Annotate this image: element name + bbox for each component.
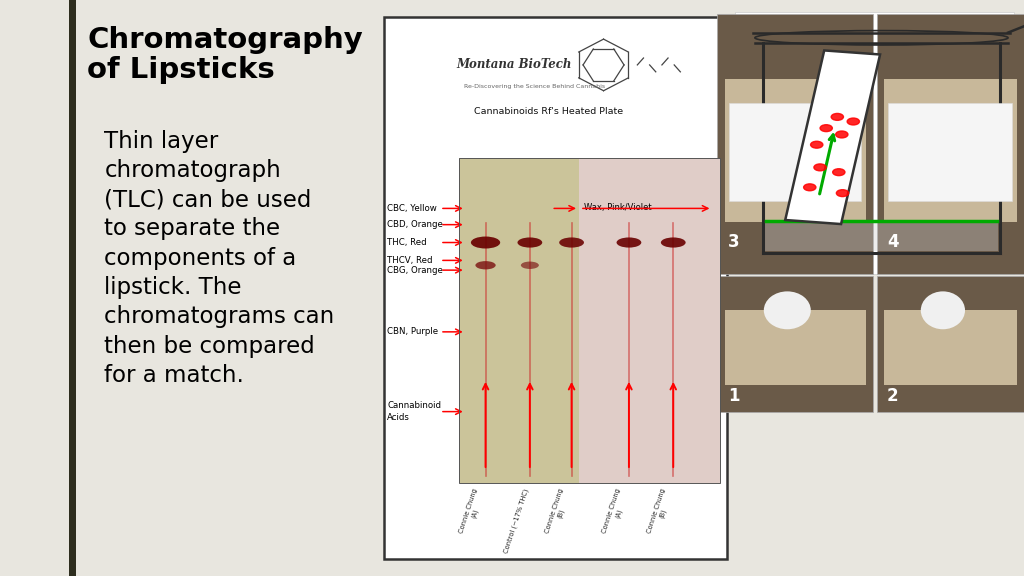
Text: Connie Chung
(A): Connie Chung (A) xyxy=(602,487,629,536)
Bar xyxy=(717,276,873,412)
Bar xyxy=(384,17,727,559)
Bar xyxy=(884,310,1017,385)
Circle shape xyxy=(831,113,844,120)
Circle shape xyxy=(814,164,826,171)
Bar xyxy=(725,310,865,385)
Text: Connie Chung
(A): Connie Chung (A) xyxy=(458,487,485,536)
Circle shape xyxy=(833,169,845,176)
Bar xyxy=(729,103,861,201)
Text: CBC, Yellow: CBC, Yellow xyxy=(387,204,437,213)
Circle shape xyxy=(847,118,859,125)
Ellipse shape xyxy=(521,262,539,269)
Text: THC, Red: THC, Red xyxy=(387,238,427,247)
Text: Re-Discovering the Science Behind Cannabis: Re-Discovering the Science Behind Cannab… xyxy=(464,84,605,89)
Polygon shape xyxy=(785,51,880,224)
Circle shape xyxy=(837,190,849,196)
Text: 3: 3 xyxy=(728,233,739,252)
Bar xyxy=(735,12,1014,274)
Bar xyxy=(877,276,1024,412)
Text: Cannabinoids Rf's Heated Plate: Cannabinoids Rf's Heated Plate xyxy=(474,107,624,116)
Circle shape xyxy=(811,141,823,148)
Bar xyxy=(69,0,76,576)
Bar xyxy=(725,79,865,222)
Bar xyxy=(884,79,1017,222)
Text: Connie Chung
(B): Connie Chung (B) xyxy=(646,487,673,536)
Circle shape xyxy=(804,184,816,191)
Text: CBN, Purple: CBN, Purple xyxy=(387,327,438,336)
Text: Acids: Acids xyxy=(387,414,410,422)
Bar xyxy=(460,158,580,483)
Ellipse shape xyxy=(517,237,543,248)
Bar xyxy=(889,103,1012,201)
Text: 1: 1 xyxy=(728,386,739,404)
Bar xyxy=(765,222,997,252)
Text: Wax, Pink/Violet: Wax, Pink/Violet xyxy=(584,203,651,212)
Text: Connie Chung
(B): Connie Chung (B) xyxy=(544,487,571,536)
Text: 2: 2 xyxy=(887,386,898,404)
Bar xyxy=(717,14,873,274)
Text: Chromatography
of Lipsticks: Chromatography of Lipsticks xyxy=(87,26,362,84)
Text: Montana BioTech: Montana BioTech xyxy=(457,58,572,71)
Text: CBD, Orange: CBD, Orange xyxy=(387,220,443,229)
Bar xyxy=(877,14,1024,274)
Text: Thin layer
chromatograph
(TLC) can be used
to separate the
components of a
lipst: Thin layer chromatograph (TLC) can be us… xyxy=(104,130,335,387)
Circle shape xyxy=(820,124,833,131)
Text: Cannabinoid: Cannabinoid xyxy=(387,401,441,410)
Ellipse shape xyxy=(559,237,584,248)
Circle shape xyxy=(836,131,848,138)
Ellipse shape xyxy=(921,291,965,329)
Ellipse shape xyxy=(616,237,641,248)
Bar xyxy=(460,158,720,483)
Text: Control (~17% THC): Control (~17% THC) xyxy=(503,487,529,554)
Ellipse shape xyxy=(764,291,811,329)
Text: CBG, Orange: CBG, Orange xyxy=(387,266,443,275)
Text: THCV, Red: THCV, Red xyxy=(387,256,432,265)
Ellipse shape xyxy=(475,261,496,270)
Ellipse shape xyxy=(471,237,500,248)
Bar xyxy=(580,158,720,483)
Ellipse shape xyxy=(660,237,686,248)
Text: 4: 4 xyxy=(887,233,898,252)
